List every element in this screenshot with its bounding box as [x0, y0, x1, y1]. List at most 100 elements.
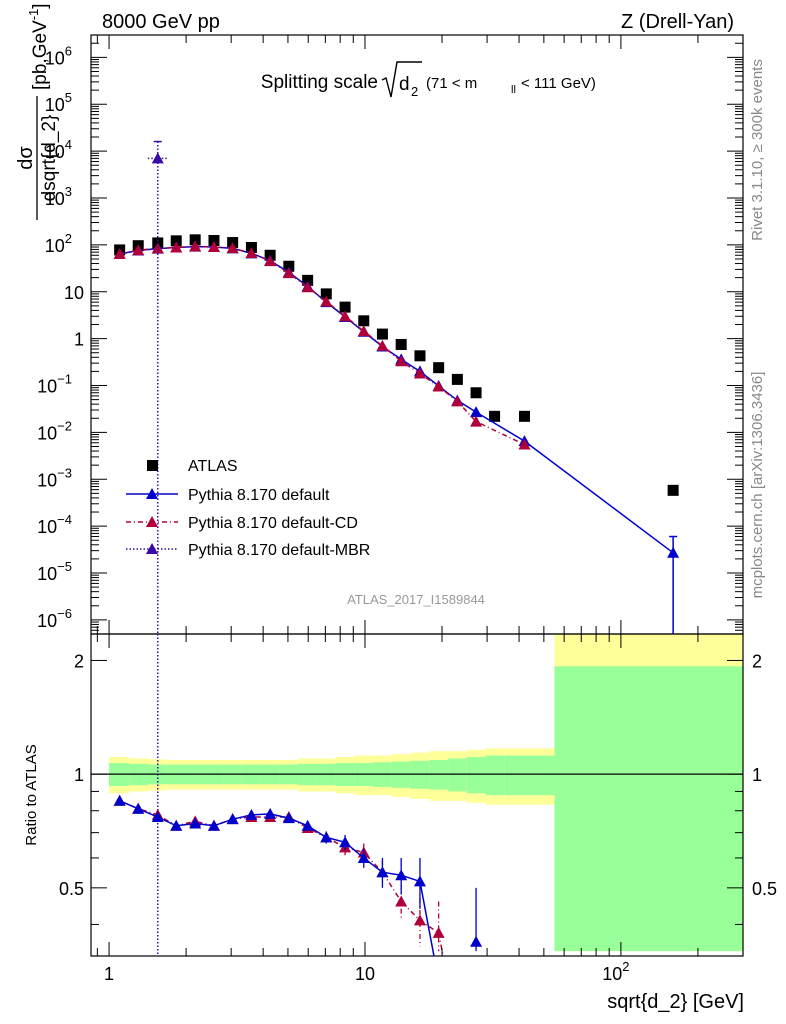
default-ratio-point	[113, 794, 126, 806]
legend-label-mbr: Pythia 8.170 default-MBR	[188, 542, 370, 559]
y-tick-label-sup: 5	[65, 90, 72, 105]
ratio-y-tick-label-right: 0.5	[752, 879, 777, 899]
cd-series-point	[282, 267, 295, 279]
cd-series-point	[470, 415, 483, 427]
cd-series-point	[189, 240, 202, 252]
legend-label-atlas: ATLAS	[188, 458, 238, 475]
ratio-y-axis-label: Ratio to ATLAS	[23, 744, 40, 845]
rivet-side-label: Rivet 3.1.10, ≥ 300k events	[749, 59, 766, 241]
y-tick-label: 10−1	[37, 372, 72, 397]
y-tick-label-sup: 2	[65, 231, 72, 246]
y-tick-label: 102	[45, 231, 72, 256]
atlas-data-point	[470, 387, 482, 399]
atlas-data-point	[302, 274, 314, 286]
atlas-data-point	[170, 235, 182, 247]
atlas-data-point	[189, 234, 201, 246]
atlas-data-point	[451, 373, 463, 385]
cd-ratio-line	[119, 800, 440, 934]
band-inner-bin	[485, 755, 505, 796]
title-range-b: < 111 GeV)	[521, 75, 596, 92]
ratio-y-tick-label: 1	[74, 765, 84, 785]
band-inner-bin	[448, 758, 467, 792]
legend-marker-default	[146, 488, 158, 499]
cd-series-point	[518, 438, 531, 450]
y-tick-label: 10−5	[37, 559, 72, 584]
y-tick-label: 10−4	[37, 512, 72, 537]
y-tick-label-sup: −4	[57, 512, 72, 527]
atlas-data-point	[283, 260, 295, 272]
y-tick-label-sup: 6	[65, 43, 72, 58]
ratio-y-tick-label: 0.5	[59, 879, 84, 899]
title-range-sub: ll	[511, 84, 516, 96]
ylabel-unit: [pb,GeV-1]	[26, 3, 51, 90]
mcplots-side-label: mcplots.cern.ch [arXiv:1306.3436]	[749, 372, 766, 599]
band-inner-bin	[504, 755, 555, 796]
cd-series-point	[132, 244, 145, 256]
atlas-data-point	[414, 350, 426, 362]
ylabel-numerator: dσ	[15, 146, 37, 170]
x-tick-label: 1	[104, 964, 114, 984]
atlas-data-point	[518, 410, 530, 422]
title-sqrt-sub: 2	[411, 84, 418, 99]
legend-label-cd: Pythia 8.170 default-CD	[188, 515, 358, 532]
y-tick-label: 10−3	[37, 465, 72, 490]
band-inner-bin	[466, 757, 486, 794]
ratio-uncertainty-band	[91, 634, 743, 952]
title-main: Splitting scale	[261, 72, 378, 93]
x-tick-label: 10	[355, 964, 375, 984]
cd-series-point	[320, 295, 333, 307]
x-axis-label: sqrt{d_2} [GeV]	[607, 991, 744, 1013]
atlas-data-point	[433, 362, 445, 374]
cd-series-point	[357, 325, 370, 337]
y-tick-label: 10−6	[37, 606, 72, 631]
y-tick-label-sup: −3	[57, 465, 72, 480]
default-ratio-tail	[419, 881, 435, 957]
cd-series-point	[264, 255, 277, 267]
default-series-point	[470, 406, 483, 418]
cd-series-point	[245, 247, 258, 259]
cd-series-point	[451, 395, 464, 407]
y-axis-label: dσ dsqrt{d_2} [pb,GeV-1]	[15, 3, 60, 220]
axes-frame	[90, 34, 744, 957]
y-tick-label: 1	[74, 330, 84, 350]
atlas-data-point	[358, 315, 370, 327]
title-sqrt-var: d	[399, 74, 410, 95]
ratio-y-tick-label: 2	[74, 651, 84, 671]
ratio-frame	[90, 633, 744, 957]
y-tick-label-sup: 3	[65, 184, 72, 199]
atlas-data-point	[667, 484, 679, 496]
atlas-data-point	[376, 328, 388, 340]
ratio-y-tick-label-right: 2	[752, 651, 762, 671]
cd-series-point	[432, 380, 445, 392]
cd-ratio-point	[432, 926, 445, 938]
y-tick-label-sup: 4	[65, 137, 72, 152]
y-tick-label: 104	[45, 137, 72, 162]
y-tick-label-sup: −6	[57, 606, 72, 621]
cd-series-point	[376, 339, 389, 351]
cd-series-point	[413, 367, 426, 379]
ratio-plot	[113, 634, 483, 957]
ylabel-denominator: dsqrt{d_2}	[39, 115, 60, 202]
plot-title: Splitting scale d 2 (71 < m ll < 111 GeV…	[261, 61, 596, 99]
y-tick-label: 10−2	[37, 418, 72, 443]
default-series-line	[119, 245, 674, 554]
cd-series-line	[119, 245, 525, 446]
atlas-data-point	[320, 288, 332, 300]
y-tick-label-sup: −2	[57, 418, 72, 433]
band-inner-bin	[554, 666, 743, 952]
axis-ticks: 1 10 10210610510410310210110−110−210−310−4…	[37, 34, 777, 984]
y-tick-label-sup: −5	[57, 559, 72, 574]
cd-series-point	[339, 310, 352, 322]
analysis-label: ATLAS_2017_I1589844	[347, 592, 485, 607]
process-label: Z (Drell-Yan)	[621, 11, 734, 33]
default-series-point	[667, 546, 680, 558]
legend: ATLAS Pythia 8.170 default Pythia 8.170 …	[126, 458, 370, 559]
y-tick-label-sup: −1	[57, 372, 72, 387]
cd-series-point	[113, 247, 126, 259]
legend-label-default: Pythia 8.170 default	[188, 487, 330, 504]
default-ratio-point	[470, 935, 483, 947]
y-tick-label: 10	[64, 283, 84, 303]
default-ratio-line	[119, 800, 421, 883]
cd-series-point	[301, 281, 314, 293]
